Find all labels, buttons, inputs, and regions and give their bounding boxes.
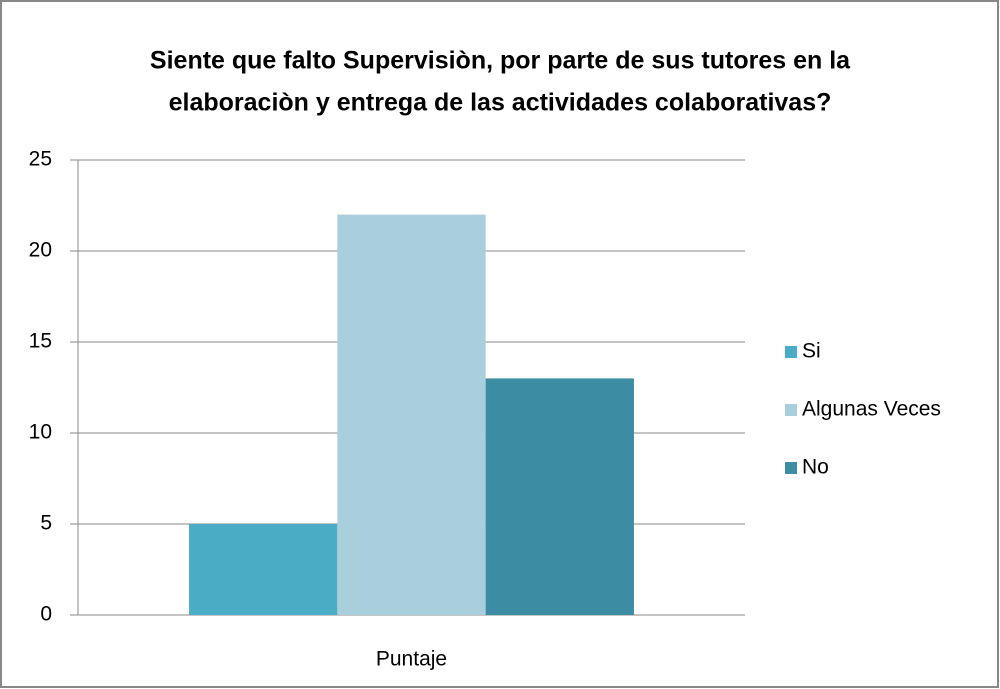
y-tick-label: 20 <box>29 239 52 262</box>
legend-label: No <box>802 456 829 479</box>
y-tick-label: 5 <box>40 512 52 535</box>
chart-title: elaboraciòn y entrega de las actividades… <box>169 89 832 117</box>
legend-label: Algunas Veces <box>802 398 941 421</box>
legend-swatch <box>785 404 797 416</box>
legend-label: Si <box>802 340 821 363</box>
legend-swatch <box>785 462 797 474</box>
bar <box>337 214 486 615</box>
chart-title: Siente que falto Supervisiòn, por parte … <box>150 47 851 75</box>
x-tick-label: Puntaje <box>376 648 447 671</box>
y-tick-label: 25 <box>29 148 52 171</box>
y-tick-label: 10 <box>29 421 52 444</box>
bar <box>485 378 634 615</box>
bar <box>189 524 338 615</box>
y-tick-label: 0 <box>40 603 52 626</box>
legend-swatch <box>785 346 797 358</box>
y-tick-label: 15 <box>29 330 52 353</box>
